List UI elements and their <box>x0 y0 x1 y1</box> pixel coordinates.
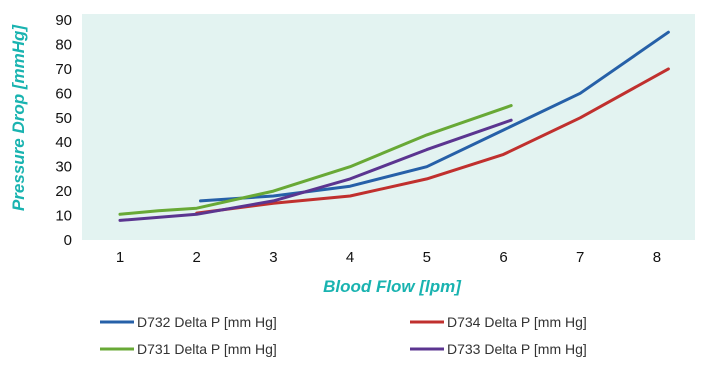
legend-label: D733 Delta P [mm Hg] <box>447 341 587 357</box>
legend-label: D732 Delta P [mm Hg] <box>137 314 277 330</box>
legend-item: D734 Delta P [mm Hg] <box>410 314 587 330</box>
legend-label: D731 Delta P [mm Hg] <box>137 341 277 357</box>
legend-item: D733 Delta P [mm Hg] <box>410 341 587 357</box>
x-tick-label: 5 <box>423 249 431 266</box>
series-lines <box>118 30 670 222</box>
y-axis-title: Pressure Drop [mmHg] <box>9 24 28 211</box>
y-tick-label: 50 <box>55 110 72 127</box>
y-tick-label: 0 <box>64 232 72 249</box>
y-axis-ticks: 0 10 20 30 40 50 60 70 80 90 <box>55 12 72 249</box>
plot-area <box>82 14 695 240</box>
y-tick-label: 70 <box>55 61 72 78</box>
series-line-2 <box>195 67 670 215</box>
y-tick-label: 40 <box>55 134 72 151</box>
y-tick-label: 30 <box>55 159 72 176</box>
legend-item: D731 Delta P [mm Hg] <box>100 341 277 357</box>
series-line-1 <box>199 30 670 203</box>
series-line-4 <box>118 118 513 222</box>
x-tick-label: 7 <box>576 249 584 266</box>
series-line-3 <box>118 104 513 216</box>
x-tick-label: 1 <box>116 249 124 266</box>
legend-label: D734 Delta P [mm Hg] <box>447 314 587 330</box>
x-axis-title: Blood Flow [lpm] <box>323 277 462 296</box>
x-tick-label: 3 <box>269 249 277 266</box>
x-tick-label: 2 <box>193 249 201 266</box>
legend: D732 Delta P [mm Hg] D734 Delta P [mm Hg]… <box>100 314 587 357</box>
x-tick-label: 4 <box>346 249 354 266</box>
y-tick-label: 60 <box>55 85 72 102</box>
x-tick-label: 6 <box>499 249 507 266</box>
x-tick-label: 8 <box>653 249 661 266</box>
legend-item: D732 Delta P [mm Hg] <box>100 314 277 330</box>
y-tick-label: 80 <box>55 36 72 53</box>
x-axis-ticks: 1 2 3 4 5 6 7 8 <box>116 249 661 266</box>
y-tick-label: 10 <box>55 208 72 225</box>
y-tick-label: 20 <box>55 183 72 200</box>
y-tick-label: 90 <box>55 12 72 29</box>
